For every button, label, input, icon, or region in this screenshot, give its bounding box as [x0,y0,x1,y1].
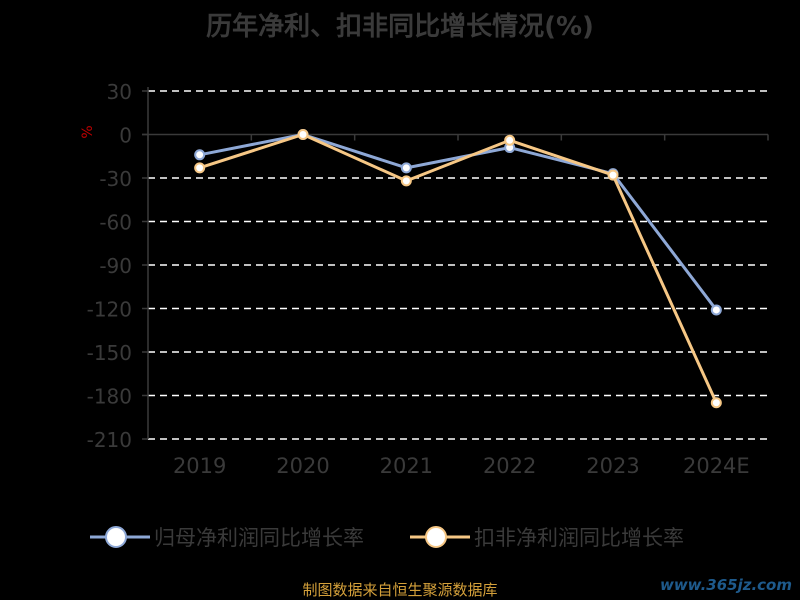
data-point[interactable] [607,169,619,181]
data-source-note: 制图数据来自恒生聚源数据库 [302,581,498,599]
tick-labels: 30 0 -30 -60 -90 -120 -150 -180 -210 2019 2020 2021… [87,80,750,478]
y-tick-label: -150 [87,341,132,365]
grid-lines [148,90,768,440]
watermark: www.365jz.com [659,576,792,594]
data-point[interactable] [710,397,722,409]
data-point[interactable] [400,175,412,187]
y-tick-label: -210 [87,428,132,452]
y-tick-label: -30 [99,167,132,191]
data-point[interactable] [194,149,206,161]
x-tick-label: 2020 [276,454,329,478]
x-tick-label: 2019 [173,454,226,478]
data-point[interactable] [400,162,412,174]
series-2 [194,129,722,409]
data-point[interactable] [194,162,206,174]
legend-label-1: 归母净利润同比增长率 [154,526,364,550]
y-axis-label: % [80,125,96,138]
x-tick-label: 2023 [586,454,639,478]
series-line [199,133,718,404]
data-point[interactable] [504,134,516,146]
legend: 归母净利润同比增长率 扣非净利润同比增长率 [0,521,800,553]
x-tick-label: 2024E [683,454,750,478]
legend-marker-2 [410,526,470,548]
y-tick-label: -60 [99,211,132,235]
axes [142,87,769,440]
legend-marker-1 [90,526,150,548]
data-point[interactable] [710,304,722,316]
x-tick-label: 2022 [483,454,536,478]
series-line [199,133,718,311]
chart-title: 历年净利、扣非同比增长情况(%) [206,12,594,42]
legend-item-series-2[interactable]: 扣非净利润同比增长率 [410,521,684,553]
legend-label-2: 扣非净利润同比增长率 [474,526,684,550]
legend-item-series-1[interactable]: 归母净利润同比增长率 [90,521,364,553]
x-tick-label: 2021 [380,454,433,478]
y-tick-label: 30 [107,80,132,104]
data-point[interactable] [297,129,309,140]
y-tick-label: -120 [87,298,132,322]
y-tick-label: -180 [87,385,132,409]
y-tick-label: 0 [119,124,132,148]
y-tick-label: -90 [99,254,132,278]
series-lines [194,129,722,409]
